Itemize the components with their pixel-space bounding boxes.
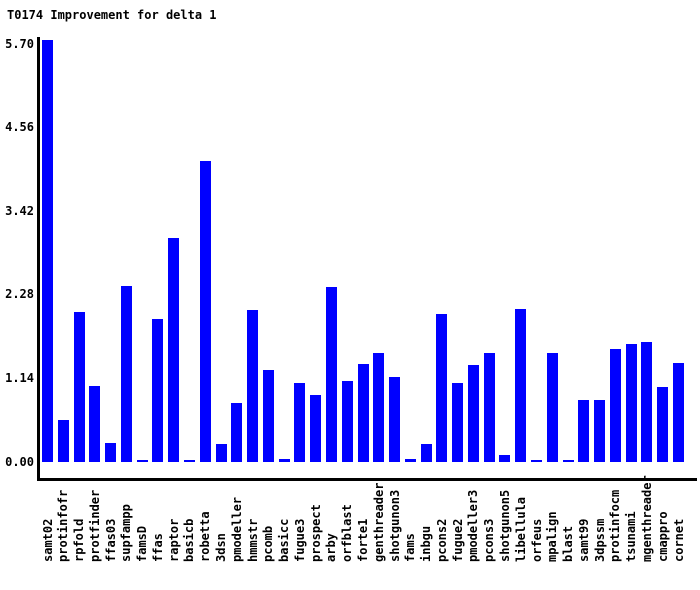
- x-category-label: robetta: [198, 511, 212, 562]
- bar: [310, 395, 321, 462]
- x-category-label: arby: [324, 533, 338, 562]
- x-category-label: mgenthreader: [640, 475, 654, 562]
- bar: [673, 363, 684, 462]
- bar: [200, 161, 211, 462]
- bar: [152, 319, 163, 462]
- bar: [610, 349, 621, 462]
- bar: [105, 443, 116, 462]
- x-category-label: 3dsn: [214, 533, 228, 562]
- x-category-label: genthreader: [372, 482, 386, 562]
- bar: [294, 383, 305, 462]
- bar: [578, 400, 589, 462]
- bar: [184, 460, 195, 462]
- x-category-label: pmodeller3: [466, 489, 480, 562]
- bar: [121, 286, 132, 462]
- x-category-label: tsunami: [624, 511, 638, 562]
- bar: [436, 314, 447, 462]
- bar: [74, 312, 85, 462]
- y-tick-label: 0.00: [5, 455, 34, 469]
- x-category-label: mpalign: [545, 511, 559, 562]
- bar: [657, 387, 668, 462]
- x-category-label: fams: [403, 533, 417, 562]
- bar: [468, 365, 479, 462]
- bar: [279, 459, 290, 462]
- x-category-label: orfblast: [340, 504, 354, 562]
- x-axis-line: [37, 478, 697, 481]
- x-category-label: rpfold: [72, 518, 86, 562]
- bar: [563, 460, 574, 462]
- x-category-label: prospect: [309, 504, 323, 562]
- x-category-label: blast: [561, 525, 575, 562]
- bar: [515, 309, 526, 462]
- x-category-label: raptor: [167, 518, 181, 562]
- y-tick-label: 2.28: [5, 287, 34, 301]
- bar: [452, 383, 463, 462]
- x-category-label: shotgunon3: [388, 489, 402, 562]
- x-category-label: protinfofr: [56, 489, 70, 562]
- x-category-label: inbgu: [419, 525, 433, 562]
- y-tick-label: 1.14: [5, 371, 34, 385]
- y-tick-label: 5.70: [5, 37, 34, 51]
- bar: [499, 455, 510, 462]
- bar: [389, 377, 400, 462]
- x-category-label: protinfocm: [608, 489, 622, 562]
- x-category-label: fugue3: [293, 518, 307, 562]
- chart-title: T0174 Improvement for delta 1: [7, 8, 217, 22]
- bar: [326, 287, 337, 462]
- x-category-label: samt99: [577, 518, 591, 562]
- x-category-label: famsD: [135, 525, 149, 562]
- x-category-label: cmappro: [656, 511, 670, 562]
- bar: [594, 400, 605, 462]
- x-category-label: samt02: [41, 518, 55, 562]
- bar: [58, 420, 69, 462]
- x-category-label: shotgunon5: [498, 489, 512, 562]
- bar: [373, 353, 384, 462]
- bar: [342, 381, 353, 462]
- bar: [547, 353, 558, 462]
- bar: [531, 460, 542, 462]
- x-category-label: protfinder: [88, 489, 102, 562]
- bar: [216, 444, 227, 462]
- x-category-label: basicb: [182, 518, 196, 562]
- x-category-label: ffas: [151, 533, 165, 562]
- bar: [168, 238, 179, 462]
- y-tick-label: 4.56: [5, 120, 34, 134]
- bar: [405, 459, 416, 462]
- x-category-label: ffas03: [104, 518, 118, 562]
- x-category-label: 3dpssm: [593, 518, 607, 562]
- bar: [421, 444, 432, 462]
- bar: [231, 403, 242, 462]
- y-axis-line: [37, 37, 40, 481]
- x-category-label: pcons3: [482, 518, 496, 562]
- x-category-label: fugue2: [451, 518, 465, 562]
- bar: [247, 310, 258, 462]
- bar: [626, 344, 637, 462]
- bar: [641, 342, 652, 462]
- x-category-label: cornet: [672, 518, 686, 562]
- bar: [89, 386, 100, 462]
- bar: [263, 370, 274, 462]
- bar: [137, 460, 148, 462]
- bar: [42, 40, 53, 462]
- x-category-label: pcons2: [435, 518, 449, 562]
- x-category-label: libellula: [514, 496, 528, 562]
- x-category-label: pcomb: [261, 525, 275, 562]
- bar: [484, 353, 495, 462]
- y-tick-label: 3.42: [5, 204, 34, 218]
- bar: [358, 364, 369, 462]
- x-category-label: orfeus: [530, 518, 544, 562]
- x-category-label: supfampp: [119, 504, 133, 562]
- x-category-label: hmmstr: [246, 518, 260, 562]
- x-category-label: basicc: [277, 518, 291, 562]
- x-category-label: pmodeller: [230, 496, 244, 562]
- x-category-label: forte1: [356, 518, 370, 562]
